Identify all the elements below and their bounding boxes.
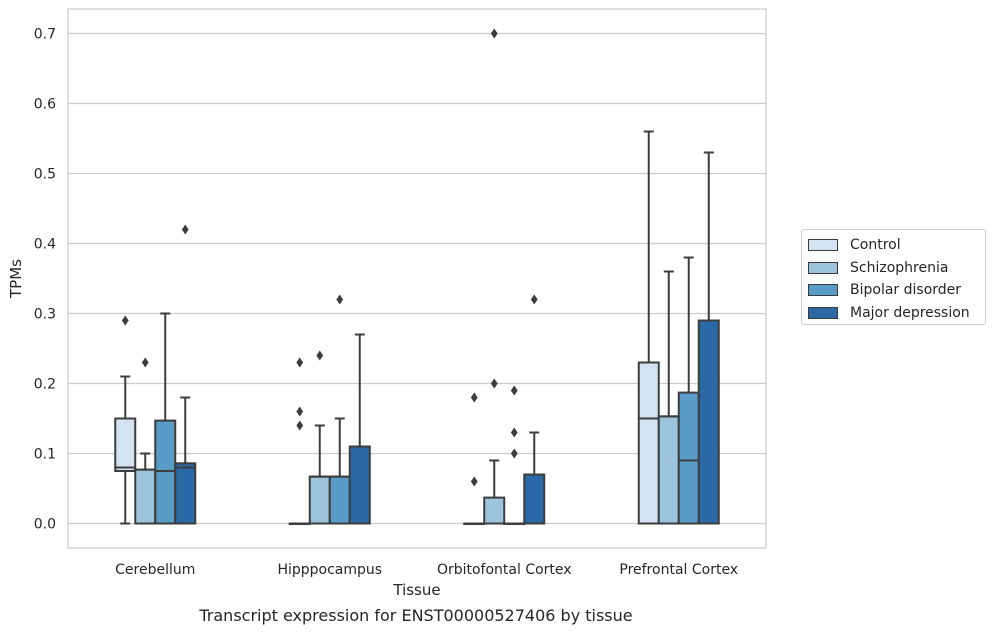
y-tick-label: 0.4 [34,237,56,253]
y-tick-label: 0.1 [34,447,56,463]
legend-label: Control [850,237,901,253]
box-bipolar-disorder-1 [328,294,351,525]
boxes [114,28,720,525]
box-body [637,361,660,525]
box-major-depression-2 [523,294,546,525]
box-bipolar-disorder-3 [677,256,700,525]
legend-item: Schizophrenia [808,258,948,278]
legend-swatch [808,261,838,274]
box-body [697,319,720,525]
x-axis-label: Tissue [392,581,440,599]
box-control-3 [637,130,660,525]
outlier-point [141,357,149,368]
outlier-point [296,406,304,417]
x-tick-label: Hipppocampus [277,562,382,578]
y-axis-label: TPMs [7,259,25,299]
y-tick-label: 0.6 [34,97,56,113]
legend-item: Bipolar disorder [808,280,961,300]
box-body [657,415,680,525]
outlier-point [296,420,304,431]
outlier-point [530,294,538,305]
legend-swatch [808,284,838,296]
box-body [174,462,197,525]
box-body [114,417,137,472]
box-body [523,473,546,525]
box-bipolar-disorder-2 [503,385,526,525]
box-body [483,496,506,525]
legend-label: Schizophrenia [850,259,949,276]
outlier-point [470,392,478,403]
legend-item: Control [808,235,901,255]
figure-caption: Transcript expression for ENST0000052740… [199,606,633,625]
box-schizophrenia-1 [308,350,331,525]
y-tick-label: 0.2 [34,377,56,393]
legend-label: Major depression [850,304,970,321]
legend-label: Bipolar disorder [850,282,962,298]
outlier-point [490,378,498,389]
outlier-point [510,385,518,396]
outlier-point [316,350,324,361]
y-tick-label: 0.0 [34,517,56,533]
box-body [348,445,371,525]
box-control-1 [288,357,311,525]
outlier-point [490,28,498,39]
box-body [154,419,177,525]
outlier-point [510,427,518,438]
box-major-depression-0 [174,224,197,525]
x-tick-label: Orbitofontal Cortex [437,562,572,578]
box-body [308,475,331,525]
box-major-depression-3 [697,151,720,525]
outlier-point [181,224,189,235]
y-tick-label: 0.5 [34,167,56,183]
box-schizophrenia-3 [657,270,680,525]
outlier-point [510,448,518,459]
box-control-2 [463,392,486,525]
box-body [328,475,351,525]
box-bipolar-disorder-0 [154,312,177,525]
legend-item: Major depression [808,303,970,323]
outlier-point [121,315,129,326]
box-schizophrenia-0 [134,357,157,525]
y-tick-label: 0.7 [34,27,56,43]
box-control-0 [114,315,137,525]
legend: Control Schizophrenia Bipolar disorder Majo… [801,229,986,325]
x-tick-label: Cerebellum [115,562,195,578]
legend-swatch [808,306,838,319]
box-major-depression-1 [348,333,371,525]
legend-swatch [808,239,838,251]
outlier-point [336,294,344,305]
box-body [677,391,700,525]
y-axis-ticks: 0.0 0.1 0.2 0.3 0.4 0.5 0.6 0.7 [34,27,56,533]
outlier-point [296,357,304,368]
x-tick-label: Prefrontal Cortex [619,562,738,578]
outlier-point [470,476,478,487]
plot-frame [67,8,767,549]
y-tick-label: 0.3 [34,307,56,323]
box-schizophrenia-2 [483,28,506,525]
box-body [134,468,157,525]
x-axis-ticks: Cerebellum Hipppocampus Orbitofontal Corte… [115,562,738,578]
